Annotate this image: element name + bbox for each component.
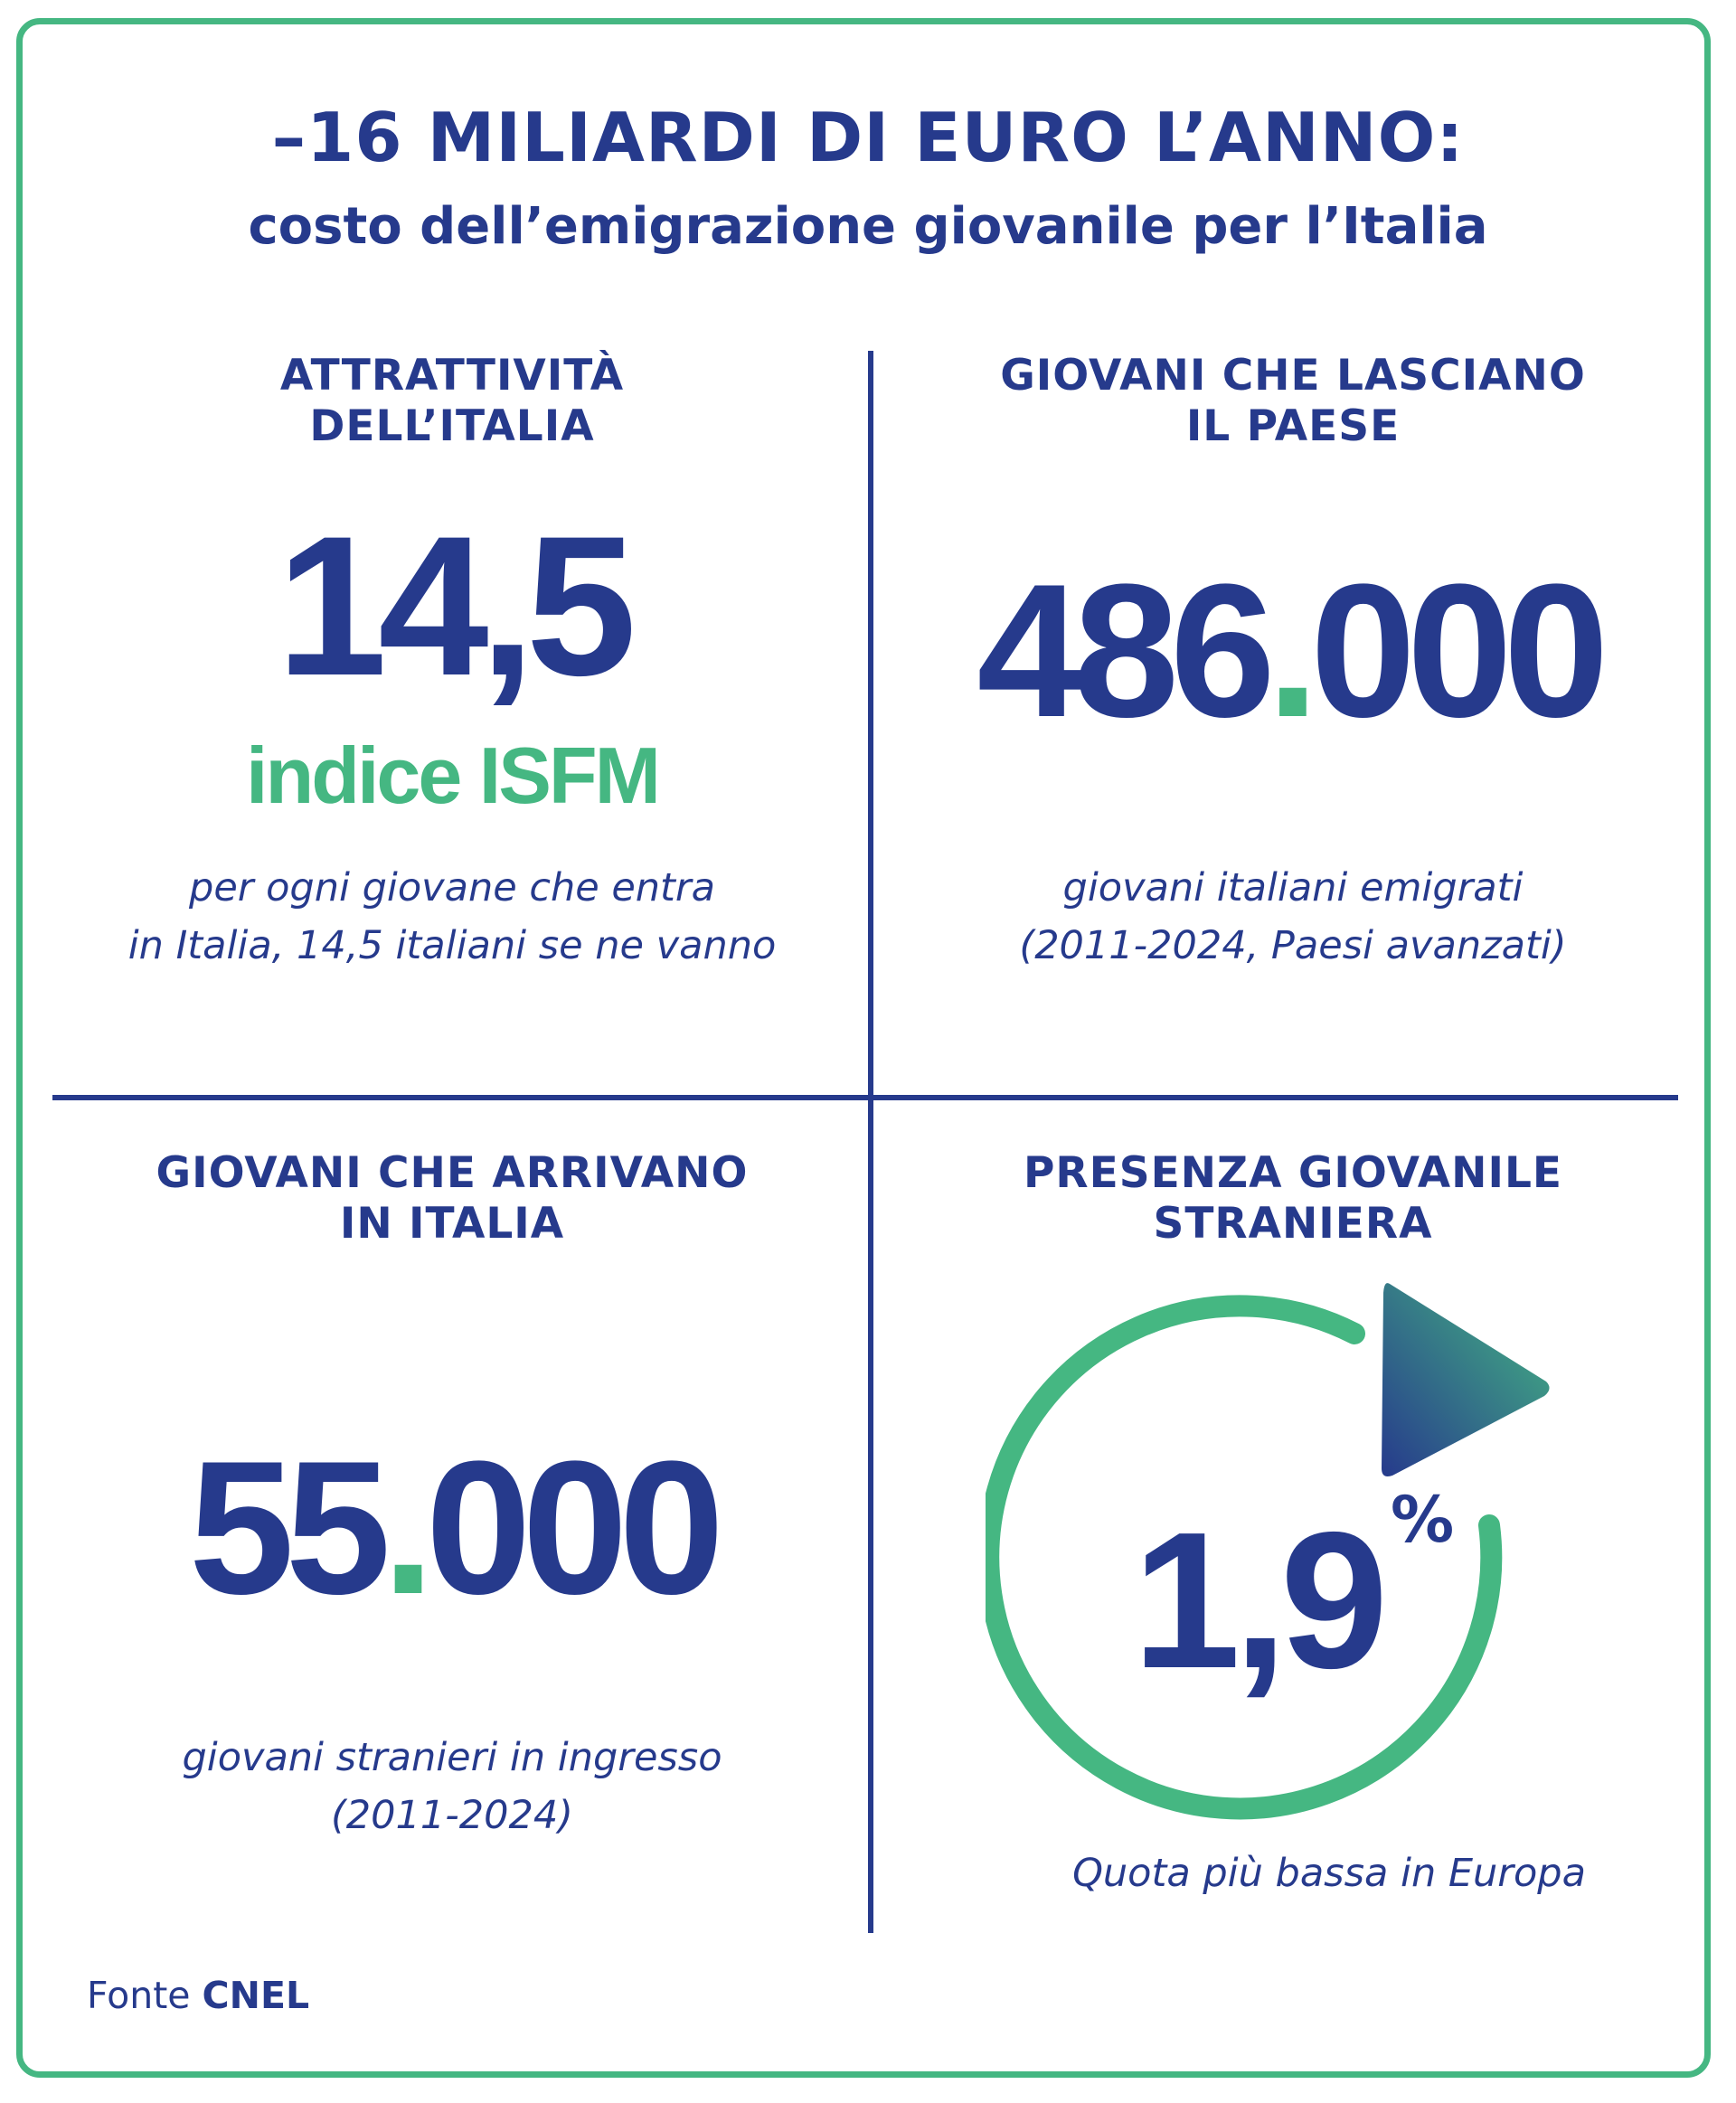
caption-line-1: giovani stranieri in ingresso — [182, 1735, 722, 1780]
horizontal-divider — [52, 1095, 1678, 1100]
quadrant-caption: giovani italiani emigrati (2011-2024, Pa… — [913, 859, 1673, 975]
emigrati-value: 486.000 — [895, 552, 1682, 750]
heading-line-2: STRANIERA — [1153, 1199, 1433, 1249]
arrow-head — [1382, 1283, 1550, 1476]
ingressi-value: 55.000 — [90, 1429, 814, 1627]
ring-arc — [986, 1295, 1503, 1820]
caption-line-2: (2011-2024, Paesi avanzati) — [1019, 923, 1567, 968]
value-part-1: 486 — [976, 544, 1275, 757]
source-name: CNEL — [202, 1974, 310, 2017]
caption-line-1: giovani italiani emigrati — [1062, 865, 1524, 910]
quadrant-heading: PRESENZA GIOVANILE STRANIERA — [940, 1148, 1646, 1250]
source-label: Fonte — [87, 1974, 191, 2017]
isfm-value: 14,5 — [276, 495, 637, 717]
caption-line-2: (2011-2024) — [331, 1793, 573, 1838]
quadrant-caption: Quota più bassa in Europa — [1072, 1851, 1586, 1896]
circular-arrow-icon — [986, 1283, 1550, 1820]
quadrant-heading: GIOVANI CHE ARRIVANO IN ITALIA — [108, 1148, 796, 1250]
quadrant-heading: GIOVANI CHE LASCIANO IL PAESE — [940, 351, 1646, 452]
heading-line-1: GIOVANI CHE LASCIANO — [1000, 351, 1586, 401]
value-part-1: 55 — [188, 1421, 392, 1634]
infographic-title: –16 MILIARDI DI EURO L’ANNO: — [271, 98, 1465, 177]
caption-line-1: per ogni giovane che entra — [189, 865, 715, 910]
heading-line-1: ATTRATTIVITÀ — [279, 351, 625, 401]
infographic-subtitle: costo dell’emigrazione giovanile per l’I… — [248, 197, 1488, 256]
quadrant-caption: giovani stranieri in ingresso (2011-2024… — [54, 1729, 850, 1844]
heading-line-2: IN ITALIA — [339, 1199, 565, 1249]
heading-line-2: IL PAESE — [1185, 401, 1401, 451]
quadrant-caption: per ogni giovane che entra in Italia, 14… — [54, 859, 850, 975]
caption-line-2: in Italia, 14,5 italiani se ne vanno — [127, 923, 777, 968]
quadrant-heading: ATTRATTIVITÀ DELL’ITALIA — [145, 351, 760, 452]
percent-sign: % — [1391, 1483, 1455, 1557]
source-note: Fonte CNEL — [87, 1974, 309, 2017]
isfm-label: indice ISFM — [246, 731, 661, 820]
value-separator: . — [1266, 544, 1319, 757]
heading-line-1: GIOVANI CHE ARRIVANO — [156, 1148, 749, 1198]
vertical-divider — [868, 351, 873, 1933]
heading-line-1: PRESENZA GIOVANILE — [1023, 1148, 1563, 1198]
heading-line-2: DELL’ITALIA — [309, 401, 595, 451]
value-part-2: 000 — [425, 1421, 724, 1634]
value-separator: . — [382, 1421, 434, 1634]
value-part-2: 000 — [1310, 544, 1609, 757]
presenza-value: 1,9 — [1132, 1491, 1389, 1709]
